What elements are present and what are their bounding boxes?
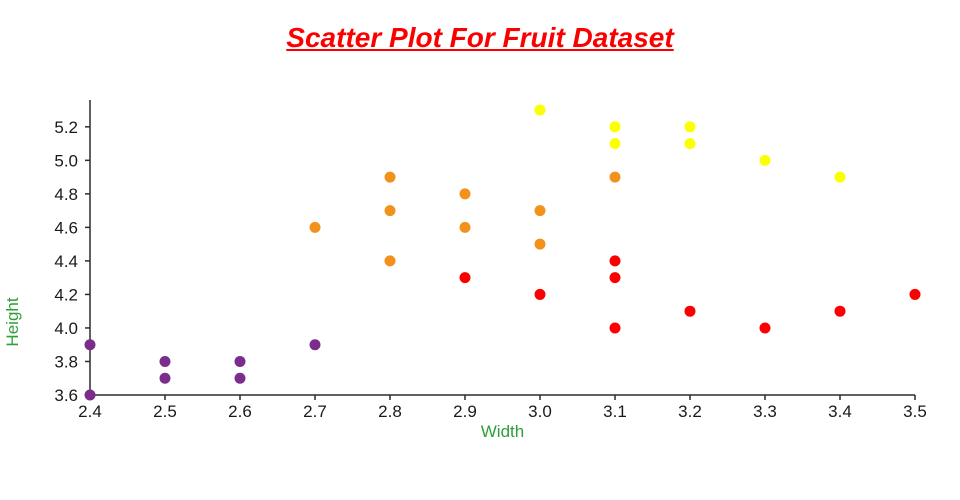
chart-title: Scatter Plot For Fruit Dataset [286, 22, 674, 53]
x-tick-label: 2.8 [378, 402, 402, 421]
x-tick-label: 2.7 [303, 402, 327, 421]
data-point-purple-points [234, 355, 246, 367]
x-tick-label: 3.5 [903, 402, 927, 421]
data-point-yellow-points [684, 121, 696, 133]
data-point-orange-points [534, 238, 546, 250]
data-point-purple-points [234, 372, 246, 384]
data-point-orange-points [459, 221, 471, 233]
x-tick-label: 3.1 [603, 402, 627, 421]
y-tick-label: 5.0 [54, 151, 78, 170]
data-point-red-points [609, 272, 621, 284]
y-tick-label: 4.4 [54, 252, 78, 271]
data-point-yellow-points [609, 121, 621, 133]
y-axis-title: Height [3, 297, 22, 346]
y-tick-label: 3.6 [54, 386, 78, 405]
x-tick-label: 3.4 [828, 402, 852, 421]
data-point-orange-points [384, 205, 396, 217]
data-point-orange-points [459, 188, 471, 200]
x-tick-label: 2.5 [153, 402, 177, 421]
data-point-orange-points [534, 205, 546, 217]
data-point-red-points [909, 288, 921, 300]
data-point-purple-points [309, 339, 321, 351]
data-point-yellow-points [834, 171, 846, 183]
data-point-purple-points [84, 339, 96, 351]
data-point-yellow-points [684, 138, 696, 150]
data-point-red-points [534, 288, 546, 300]
data-point-red-points [834, 305, 846, 317]
y-tick-label: 3.8 [54, 352, 78, 371]
x-tick-label: 3.0 [528, 402, 552, 421]
y-tick-label: 4.6 [54, 218, 78, 237]
data-point-yellow-points [534, 104, 546, 116]
data-point-red-points [459, 272, 471, 284]
data-point-orange-points [384, 255, 396, 267]
y-tick-label: 5.2 [54, 118, 78, 137]
y-tick-label: 4.0 [54, 319, 78, 338]
data-point-purple-points [84, 389, 96, 401]
data-point-yellow-points [609, 138, 621, 150]
x-tick-label: 2.9 [453, 402, 477, 421]
data-point-red-points [609, 255, 621, 267]
data-point-orange-points [384, 171, 396, 183]
x-tick-label: 2.4 [78, 402, 102, 421]
x-axis-title: Width [481, 422, 524, 441]
y-tick-label: 4.2 [54, 285, 78, 304]
x-tick-label: 2.6 [228, 402, 252, 421]
data-point-purple-points [159, 372, 171, 384]
x-tick-label: 3.2 [678, 402, 702, 421]
data-point-purple-points [159, 355, 171, 367]
data-point-orange-points [309, 221, 321, 233]
data-point-red-points [609, 322, 621, 334]
data-point-red-points [759, 322, 771, 334]
data-point-orange-points [609, 171, 621, 183]
data-point-red-points [684, 305, 696, 317]
data-point-yellow-points [759, 154, 771, 166]
x-tick-label: 3.3 [753, 402, 777, 421]
y-tick-label: 4.8 [54, 185, 78, 204]
